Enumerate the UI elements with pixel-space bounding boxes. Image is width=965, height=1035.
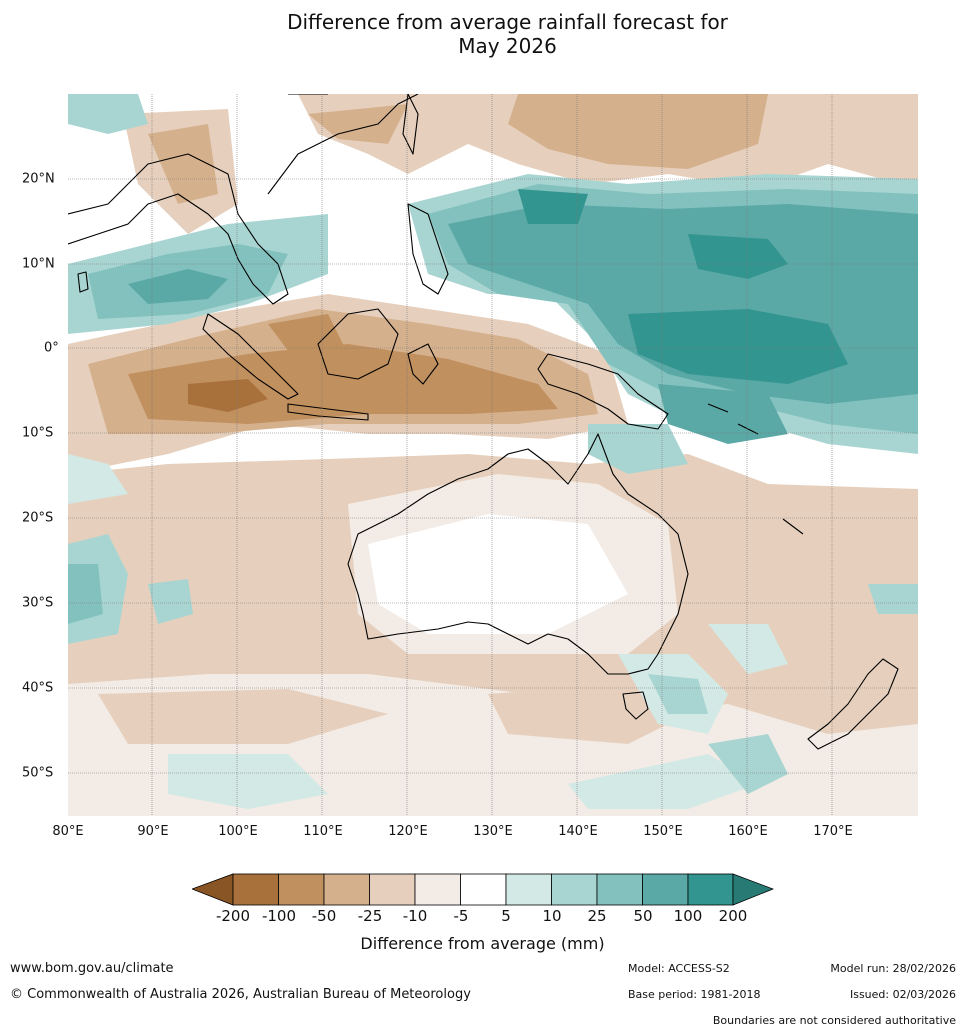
legend-swatch-neg50-neg25 (323, 873, 370, 906)
legend-tick: 100 (673, 907, 703, 925)
rainfall-map (68, 94, 918, 816)
legend-swatch-neg5-5 (460, 873, 507, 906)
legend-tick: -100 (261, 907, 297, 925)
legend-swatch-neg100-neg50 (278, 873, 325, 906)
japan-coastline (402, 94, 419, 155)
australia-coastline (347, 433, 689, 675)
lon-label-130e: 130°E (473, 824, 513, 839)
lat-label-50s: 50°S (22, 765, 54, 781)
legend-tick: 50 (633, 907, 653, 925)
legend-swatch-neg25-neg10 (369, 873, 416, 906)
dry-region-north-core (508, 94, 768, 169)
new-guinea-coastline (537, 353, 669, 430)
legend-swatch-above-200 (732, 873, 774, 906)
legend-tick: 5 (501, 907, 511, 925)
legend-tick: -50 (311, 907, 337, 925)
sulawesi-coastline (407, 343, 439, 385)
lon-label-80e: 80°E (52, 824, 84, 839)
legend-swatch-below-200 (192, 873, 234, 906)
coastlines (68, 94, 899, 750)
map-title: Difference from average rainfall forecas… (0, 10, 965, 58)
model-info: Model: ACCESS-S2 (628, 962, 730, 975)
map-canvas (68, 94, 918, 816)
model-run-info: Model run: 28/02/2026 (830, 962, 956, 975)
lat-label-20s: 20°S (22, 510, 54, 526)
legend-swatch-25-50 (596, 873, 643, 906)
disclaimer-text: Boundaries are not considered authoritat… (712, 1014, 956, 1027)
title-line-2: May 2026 (458, 34, 557, 58)
new-caledonia (782, 518, 804, 535)
title-line-1: Difference from average rainfall forecas… (287, 10, 728, 34)
issued-info: Issued: 02/03/2026 (849, 988, 956, 1001)
lat-label-10n: 10°N (22, 256, 55, 272)
tasmania-coastline (622, 691, 649, 720)
legend-tick: -10 (402, 907, 428, 925)
legend-tick: -200 (215, 907, 251, 925)
legend-tick: 10 (542, 907, 562, 925)
legend-swatch-neg200-neg100 (232, 873, 279, 906)
sri-lanka-coastline (77, 271, 89, 293)
lat-label-40s: 40°S (22, 680, 54, 696)
legend-colorbar (192, 873, 774, 906)
graticule (68, 94, 918, 816)
lon-label-110e: 110°E (303, 824, 343, 839)
legend-swatch-100-200 (687, 873, 734, 906)
lon-label-160e: 160°E (728, 824, 768, 839)
lat-label-20n: 20°N (22, 171, 55, 187)
new-zealand-coastline (807, 658, 899, 750)
copyright-text: © Commonwealth of Australia 2026, Austra… (10, 987, 471, 1002)
lon-label-170e: 170°E (813, 824, 853, 839)
asia-mainland-coastline (68, 94, 419, 305)
legend-swatch-10-25 (551, 873, 598, 906)
legend-tick: -5 (453, 907, 469, 925)
lat-label-10s: 10°S (22, 425, 54, 441)
lon-label-150e: 150°E (643, 824, 683, 839)
borneo-coastline (317, 308, 399, 380)
lon-label-120e: 120°E (388, 824, 428, 839)
lat-label-equator: 0° (44, 340, 59, 356)
lat-label-30s: 30°S (22, 595, 54, 611)
legend-swatch-5-10 (505, 873, 552, 906)
legend-label: Difference from average (mm) (360, 934, 605, 953)
lon-label-100e: 100°E (218, 824, 258, 839)
legend-tick: -25 (357, 907, 383, 925)
lon-label-90e: 90°E (137, 824, 169, 839)
java-coastline (287, 403, 369, 421)
legend-swatch-neg10-neg5 (414, 873, 461, 906)
solomon-islands (707, 403, 759, 435)
philippines-coastline (407, 203, 449, 295)
legend-tick: 25 (587, 907, 607, 925)
base-period-info: Base period: 1981-2018 (628, 988, 761, 1001)
website-link[interactable]: www.bom.gov.au/climate (10, 961, 174, 976)
legend-tick: 200 (718, 907, 748, 925)
lon-label-140e: 140°E (558, 824, 598, 839)
sumatra-coastline (202, 313, 299, 400)
legend-swatch-50-100 (642, 873, 689, 906)
